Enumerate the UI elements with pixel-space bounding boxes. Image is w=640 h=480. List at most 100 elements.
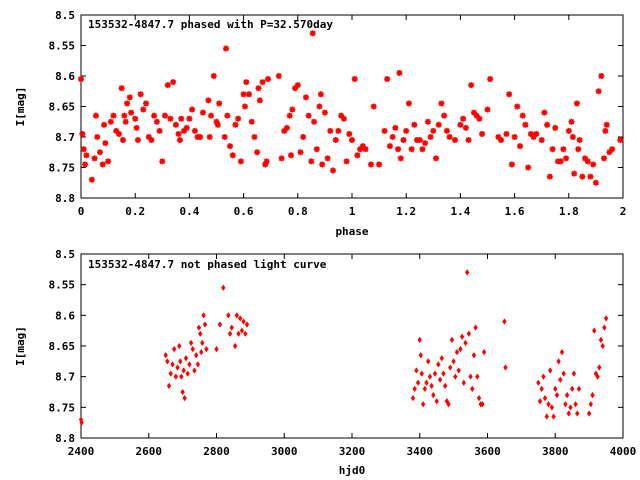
data-point [476,395,482,402]
x-tick-label: 3600 [474,445,501,458]
data-point [237,158,244,165]
data-point [386,143,393,150]
data-point [564,391,570,399]
data-point [400,137,407,144]
data-point [542,395,548,402]
x-tick-label: 0.6 [234,205,254,218]
data-point [592,179,599,186]
axis-ticks: 2400 2600 2800 3000 3200 3400 3600 3800 4000 8.5 8… [49,248,637,458]
data-point [346,130,353,137]
data-point [561,370,566,377]
data-point [389,134,396,140]
data-point [432,370,438,377]
data-point [484,106,491,113]
data-point [557,158,564,165]
data-point [281,127,288,134]
data-point [308,158,315,165]
y-tick-label: 8.7 [55,371,75,384]
data-point [481,349,487,356]
data-point [283,124,290,131]
data-point [397,155,404,162]
data-point [470,109,477,116]
y-tick-label: 8.6 [55,309,75,322]
data-point [248,118,255,125]
data-point [546,173,553,180]
data-point [163,352,168,359]
data-point [569,134,576,140]
data-point [396,69,403,76]
data-point [422,140,429,147]
data-point [463,339,468,347]
unphased-light-curve-plot: 2400 2600 2800 3000 3200 3400 3600 3800 4000 8.5 8… [14,248,636,477]
data-point [568,404,573,411]
y-tick-label: 8.65 [49,101,76,114]
data-point [602,127,609,134]
data-point [191,127,198,134]
data-point [214,121,221,128]
data-point [340,115,347,122]
data-point [327,127,334,134]
data-point [214,345,219,353]
plot-frame [80,14,624,199]
data-point [592,327,597,334]
data-point [79,130,86,137]
data-point [473,112,480,119]
data-point [121,112,128,119]
data-point [508,161,515,168]
data-point [128,109,135,116]
data-point [187,361,192,368]
data-points [78,30,624,186]
data-point [170,361,175,368]
data-point [576,137,583,144]
data-point [338,112,345,119]
data-point [102,140,109,147]
y-tick-label: 8.5 [55,9,75,22]
data-point [424,379,429,386]
data-point [426,358,431,365]
y-tick-label: 8.7 [55,131,75,144]
data-point [241,103,248,110]
data-point [221,134,228,140]
data-point [553,385,558,393]
data-point [357,146,364,153]
data-point [479,130,486,137]
y-tick-label: 8.75 [49,162,76,175]
data-point [405,100,412,107]
data-point [517,143,524,150]
data-point [246,91,253,98]
data-point [176,137,183,144]
data-point [465,269,470,276]
data-point [134,137,141,144]
data-points [78,269,609,426]
data-point [419,370,424,377]
data-point [105,158,112,165]
data-point [175,130,182,137]
data-point [480,401,485,408]
data-point [234,312,239,319]
data-point [454,349,460,356]
data-point [91,155,98,162]
data-point [563,401,568,408]
data-point [159,158,166,165]
data-point [435,121,442,128]
data-point [206,134,213,140]
data-point [414,367,419,374]
data-point [468,82,475,89]
data-point [549,404,555,411]
data-point [410,395,416,402]
data-point [183,124,190,131]
data-point [595,88,602,95]
data-point [222,45,229,52]
data-point [487,76,494,83]
data-point [443,127,450,134]
data-point [537,398,543,405]
x-tick-label: 0.2 [125,205,145,218]
data-point [441,112,448,119]
data-point [208,112,215,119]
data-point [259,79,266,86]
data-point [232,342,238,350]
y-tick-label: 8.8 [55,432,75,445]
data-point [446,401,451,408]
data-point [197,134,204,140]
data-point [381,127,388,134]
